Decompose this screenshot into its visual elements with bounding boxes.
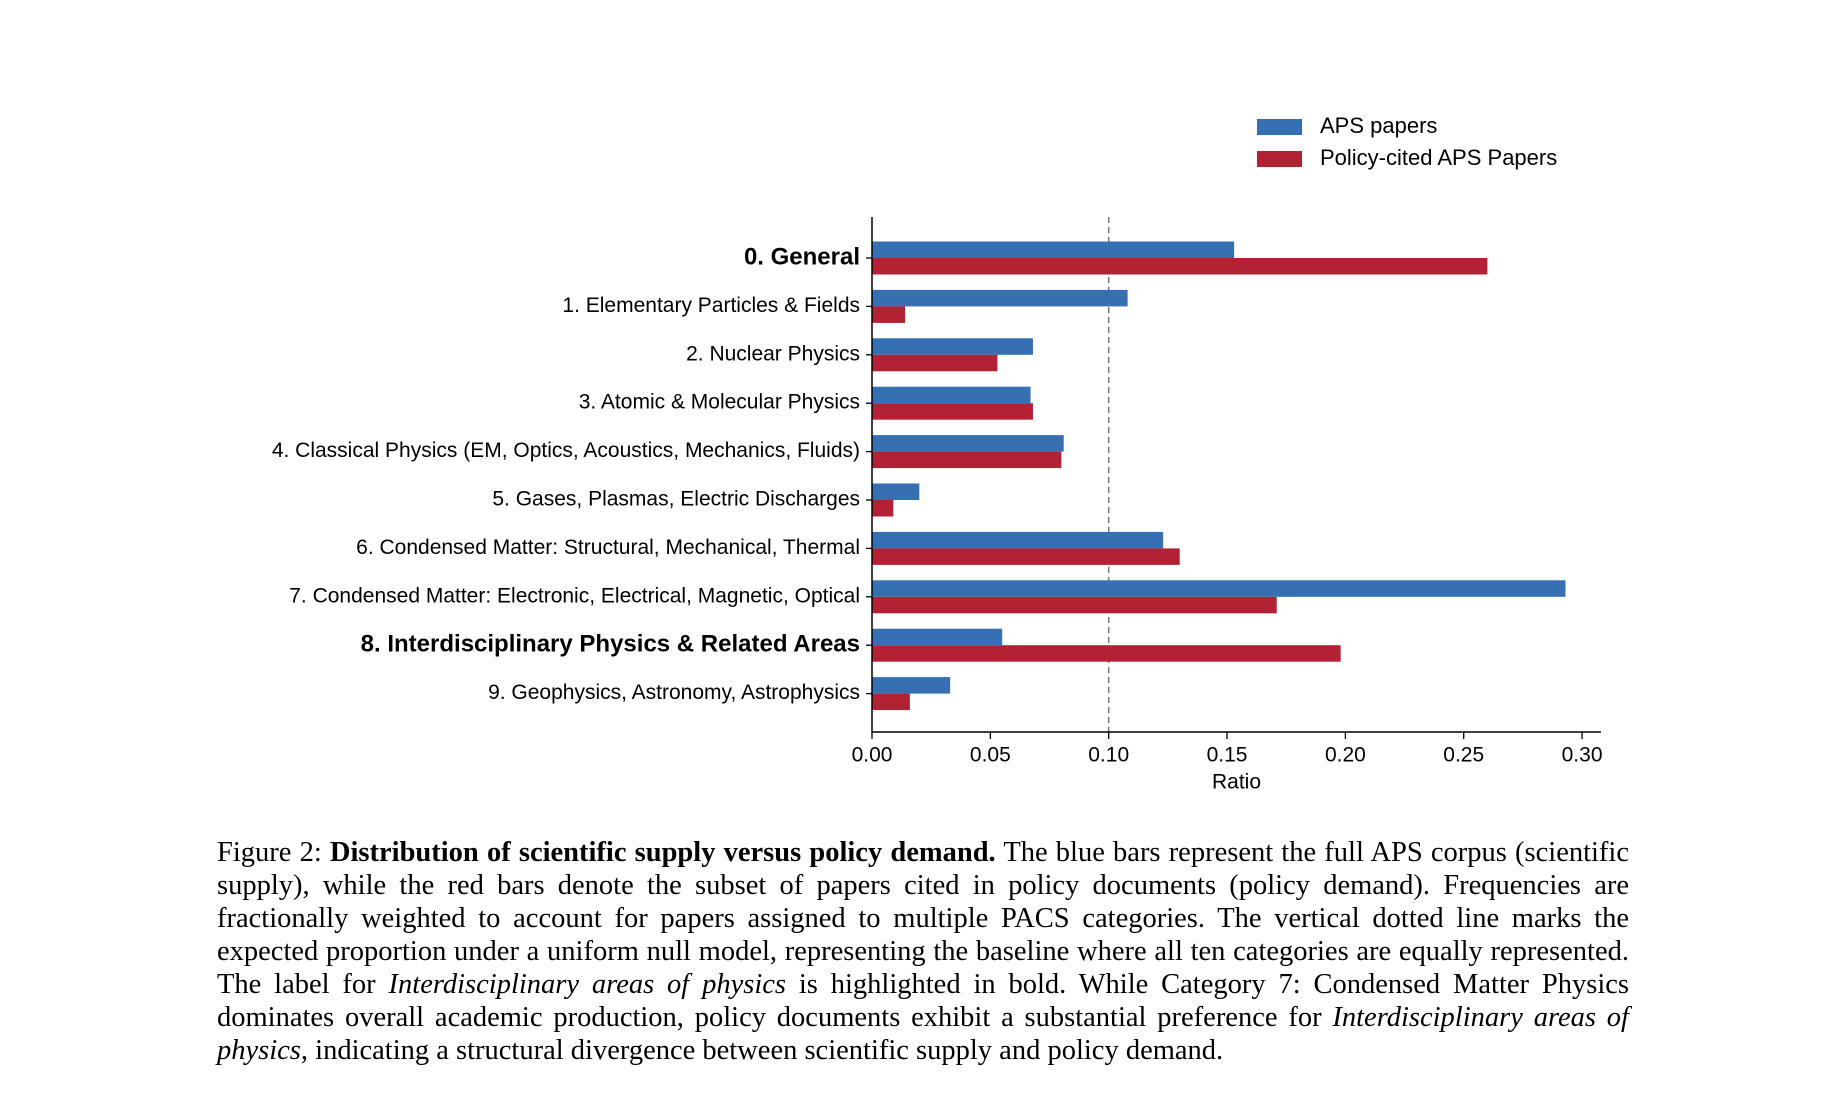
- y-tick-label: 3. Atomic & Molecular Physics: [579, 391, 860, 414]
- x-tick-label: 0.25: [1443, 744, 1484, 767]
- bar: [872, 645, 1341, 662]
- x-axis-label: Ratio: [1212, 771, 1261, 794]
- bar: [872, 483, 920, 500]
- caption-text: Figure 2:: [217, 837, 330, 868]
- chart: 0. General 1. Elementary Particles & Fiel…: [272, 113, 1603, 794]
- bar: [872, 386, 1031, 404]
- bar: [872, 289, 1128, 307]
- legend-swatch: [1257, 119, 1302, 135]
- bar: [872, 500, 894, 517]
- y-tick-label: 4. Classical Physics (EM, Optics, Acoust…: [272, 439, 860, 462]
- bar: [872, 628, 1003, 646]
- x-tick-label: 0.30: [1562, 744, 1603, 767]
- x-tick-label: 0.20: [1325, 744, 1366, 767]
- x-tick-label: 0.00: [852, 744, 893, 767]
- y-tick-label: 0. General: [744, 243, 860, 270]
- bar: [872, 241, 1235, 258]
- y-tick-label: 2. Nuclear Physics: [686, 342, 860, 365]
- legend-swatch: [1257, 151, 1302, 167]
- y-tick-label: 1. Elementary Particles & Fields: [562, 294, 860, 317]
- y-tick-label: 5. Gases, Plasmas, Electric Discharges: [492, 488, 860, 511]
- caption-text: is highlighted in bold. While Category 7…: [217, 969, 1629, 1033]
- bar: [872, 580, 1566, 597]
- x-tick-label: 0.15: [1207, 744, 1248, 767]
- legend-label: Policy-cited APS Papers: [1320, 145, 1557, 170]
- bar: [872, 306, 906, 323]
- bar: [872, 451, 1062, 469]
- x-tick-label: 0.05: [970, 744, 1011, 767]
- caption-text: Interdisciplinary areas of physics: [217, 1002, 1629, 1066]
- y-tick-label: 7. Condensed Matter: Electronic, Electri…: [289, 584, 860, 607]
- x-tick-label: 0.10: [1088, 744, 1129, 767]
- caption-text: , indicating a structural divergence bet…: [300, 1035, 1224, 1066]
- bar: [872, 531, 1164, 549]
- bar: [872, 258, 1488, 275]
- caption-text: Interdisciplinary areas of physics: [388, 969, 786, 1000]
- bar: [872, 677, 951, 694]
- bar: [872, 403, 1033, 420]
- y-tick-label: 6. Condensed Matter: Structural, Mechani…: [356, 536, 860, 559]
- y-tick-label: 9. Geophysics, Astronomy, Astrophysics: [488, 681, 860, 704]
- caption-text: The blue bars represent the full APS cor…: [217, 837, 1629, 1000]
- caption-text: Distribution of scientific supply versus…: [329, 837, 996, 868]
- bar: [872, 693, 910, 711]
- bar: [872, 354, 998, 372]
- bar: [872, 338, 1033, 355]
- bar: [872, 548, 1180, 565]
- bar: [872, 596, 1277, 614]
- figure-caption: Figure 2: Distribution of scientific sup…: [217, 836, 1629, 1067]
- bar: [872, 435, 1064, 452]
- legend-label: APS papers: [1320, 113, 1437, 138]
- y-tick-label: 8. Interdisciplinary Physics & Related A…: [361, 631, 860, 658]
